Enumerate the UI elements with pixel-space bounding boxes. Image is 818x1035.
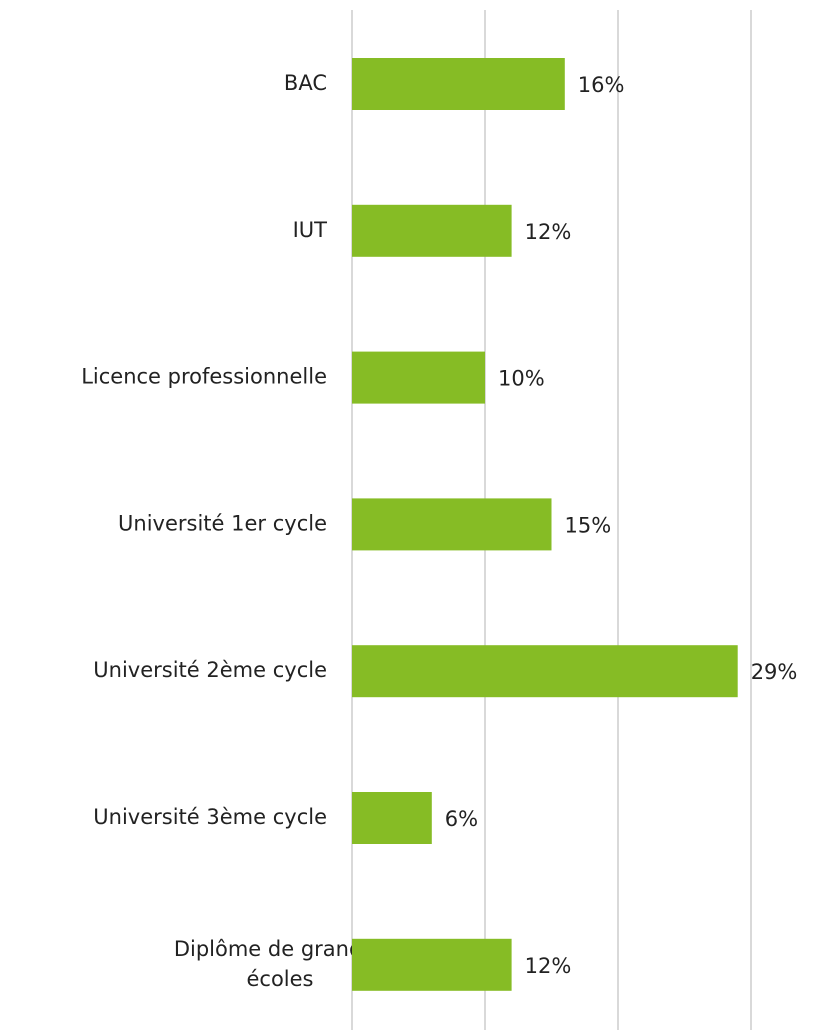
data-label: 10% [498, 367, 545, 391]
data-label: 29% [751, 660, 798, 684]
data-label: 15% [565, 513, 612, 537]
bar [352, 204, 512, 257]
y-tick-label: Université 3ème cycle [93, 805, 327, 829]
data-label: 12% [525, 220, 572, 244]
bar [352, 938, 512, 991]
bar [352, 792, 432, 844]
bar [352, 645, 738, 698]
bar [352, 498, 552, 551]
data-label: 6% [445, 807, 478, 831]
y-tick-label: Diplôme de grandes écoles [174, 937, 386, 991]
data-label: 16% [578, 73, 625, 97]
bar [352, 351, 485, 404]
data-label: 12% [525, 954, 572, 978]
y-tick-label: IUT [293, 218, 328, 242]
y-tick-label: BAC [284, 71, 327, 95]
y-tick-label: Licence professionnelle [81, 365, 327, 389]
y-tick-label: Université 2ème cycle [93, 658, 327, 682]
y-tick-label: Université 1er cycle [118, 511, 327, 535]
bar [352, 58, 565, 110]
